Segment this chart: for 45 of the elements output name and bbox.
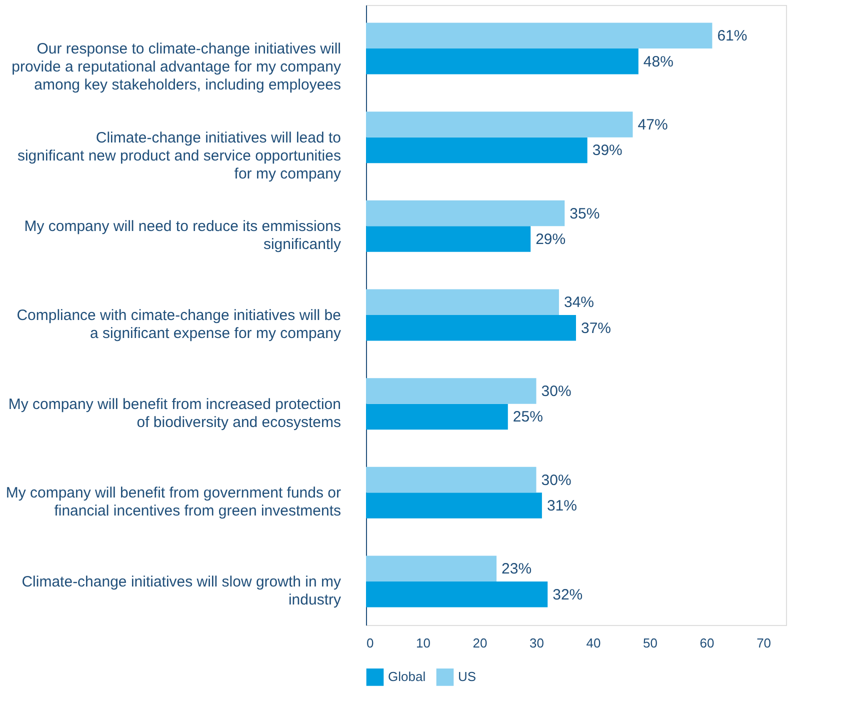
bar [366, 289, 559, 315]
data-label: 30% [541, 382, 572, 400]
data-label: 31% [546, 498, 577, 515]
y-tick-label: My company will benefit from government funds or financial incentives from green investments [6, 484, 341, 520]
bar [366, 378, 536, 404]
bar [366, 315, 576, 341]
y-tick-label: Climate-change initiatives will slow growth in my industry [22, 573, 342, 608]
bar [366, 22, 712, 49]
bar [366, 226, 531, 252]
data-label: 39% [592, 142, 622, 160]
y-tick-label: My company will need to reduce its emmissions significantly [24, 218, 342, 254]
data-label: 25% [512, 408, 543, 426]
bar [366, 137, 588, 164]
bar [366, 112, 633, 138]
bar [366, 48, 638, 74]
x-tick-label: 10 [416, 636, 430, 650]
x-tick-label: 60 [700, 636, 714, 650]
y-tick-label: Compliance with cimate-change initiatives will be a significant expense for my company [16, 307, 342, 342]
x-tick-label: 40 [586, 636, 601, 650]
data-label: 35% [570, 205, 600, 222]
bar [366, 200, 565, 226]
data-label: 29% [536, 231, 566, 248]
data-label: 23% [502, 560, 532, 578]
data-label: 61% [717, 28, 748, 45]
x-tick-label: 50 [643, 636, 658, 650]
data-label: 32% [552, 586, 583, 604]
x-tick-label: 20 [472, 636, 488, 650]
legend-label: Global [388, 669, 426, 684]
bar [366, 492, 542, 518]
data-label: 30% [541, 472, 572, 489]
y-tick-label: Our response to climate-change initiatives will provide a reputational advantage for my company among key stakeholders, including employees [12, 40, 342, 94]
data-label: 37% [581, 320, 612, 337]
x-tick-label: 30 [530, 636, 544, 650]
y-tick-label: My company will benefit from increased protection of biodiversity and ecosystems [8, 396, 341, 431]
data-label: 48% [643, 53, 674, 70]
legend-label: US [458, 669, 476, 684]
bar [366, 466, 536, 493]
bar [366, 581, 548, 608]
data-label: 47% [638, 116, 668, 134]
x-tick-label: 0 [366, 636, 374, 650]
x-tick-label: 70 [756, 636, 772, 650]
bar [366, 404, 508, 430]
data-label: 34% [564, 294, 594, 312]
y-tick-label: Climate-change initiatives will lead to significant new product and service opportunities for my company [17, 129, 342, 182]
bar [366, 556, 497, 582]
